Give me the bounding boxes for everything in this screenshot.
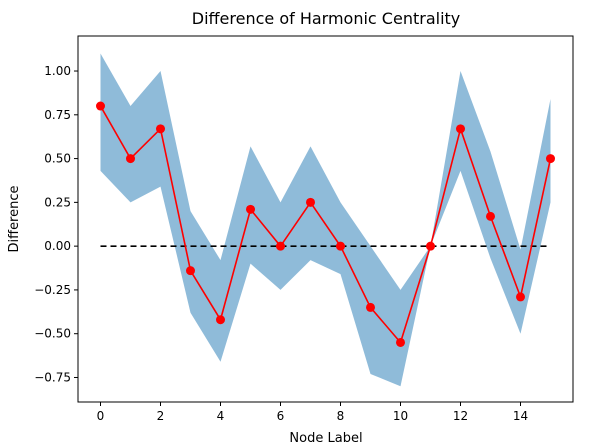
x-axis: 0 2 4 6 8 10 12 14: [97, 402, 528, 423]
data-point-12: [456, 124, 465, 134]
data-point-4: [216, 315, 225, 325]
data-point-8: [336, 241, 345, 251]
y-axis: −0.75 −0.50 −0.25 0.00 0.25 0.50 0.75 1.00: [34, 64, 78, 384]
x-tick-label: 4: [217, 409, 225, 423]
series-line: [99, 105, 552, 345]
x-tick-label: 12: [453, 409, 468, 423]
data-point-0: [96, 101, 105, 111]
y-tick-label: 0.75: [44, 108, 71, 122]
x-tick-label: 6: [277, 409, 285, 423]
series-layer: [96, 101, 555, 347]
plot-area: [96, 53, 555, 387]
y-tick-label: −0.25: [34, 283, 71, 297]
data-point-15: [546, 154, 555, 164]
data-point-14: [516, 292, 525, 302]
data-point-5: [246, 204, 255, 214]
data-point-13: [486, 211, 495, 221]
data-point-1: [126, 154, 135, 164]
confidence-band-layer: [100, 53, 551, 387]
x-tick-label: 8: [337, 409, 345, 423]
x-tick-label: 14: [513, 409, 528, 423]
plot-frame: [77, 35, 574, 403]
data-point-11: [426, 241, 435, 251]
data-point-10: [396, 337, 405, 347]
data-point-9: [366, 302, 375, 312]
data-point-6: [276, 241, 285, 251]
y-tick-label: −0.50: [34, 327, 71, 341]
y-tick-label: 0.00: [44, 239, 71, 253]
confidence-band: [100, 53, 551, 387]
y-axis-label: Difference: [7, 185, 22, 252]
y-tick-label: 0.25: [44, 195, 71, 209]
y-tick-label: 0.50: [44, 152, 71, 166]
x-tick-label: 2: [157, 409, 165, 423]
y-tick-label: 1.00: [44, 64, 71, 78]
y-tick-label: −0.75: [34, 370, 71, 384]
data-point-3: [186, 266, 195, 276]
x-tick-label: 10: [393, 409, 408, 423]
x-tick-label: 0: [97, 409, 105, 423]
data-point-7: [306, 197, 315, 207]
chart-title: Difference of Harmonic Centrality: [192, 9, 461, 28]
x-axis-label: Node Label: [289, 431, 362, 446]
data-point-2: [156, 124, 165, 134]
